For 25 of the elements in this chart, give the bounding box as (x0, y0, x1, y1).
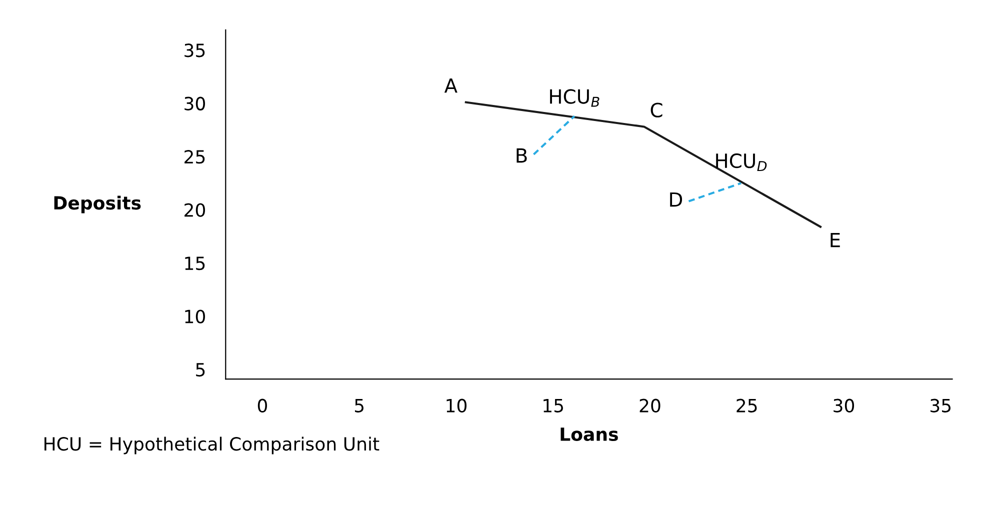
x-tick-label: 5 (354, 399, 364, 412)
y-axis-title: Deposits (54, 196, 141, 214)
y-tick-label: 20 (184, 203, 205, 217)
annotation: HCU$_{B}$ (550, 89, 600, 107)
y-tick-label: 10 (185, 310, 205, 324)
x-tick-label: 20 (640, 398, 660, 412)
y-tick-label: 25 (184, 150, 205, 164)
x-tick-label: 30 (834, 398, 854, 412)
annotation: C (650, 102, 662, 118)
annotation: A (444, 78, 458, 93)
x-tick-label: 15 (544, 399, 564, 412)
annotation: HCU$_{D}$ (716, 153, 767, 172)
x-tick-label: 25 (736, 398, 757, 412)
y-tick-label: 15 (185, 256, 205, 270)
x-tick-label: 10 (446, 398, 467, 412)
y-tick-label: 35 (184, 44, 205, 58)
annotation: E (830, 232, 840, 248)
x-tick-label: 35 (930, 398, 951, 412)
annotation: D (670, 192, 682, 207)
annotation: B (516, 148, 527, 163)
y-tick-label: 30 (184, 96, 205, 110)
x-tick-label: 0 (258, 398, 267, 412)
text: HCU = Hypothetical Comparison Unit (44, 436, 380, 454)
y-tick-label: 5 (196, 363, 205, 377)
x-axis-title: Loans (560, 428, 618, 442)
